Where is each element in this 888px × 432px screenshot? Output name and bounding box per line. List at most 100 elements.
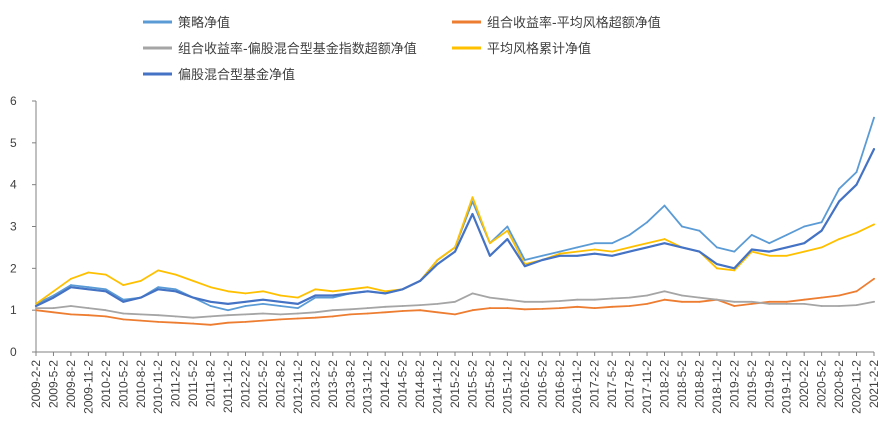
data-point (646, 221, 648, 224)
data-point (52, 307, 55, 309)
data-point (558, 252, 561, 255)
data-point (157, 320, 160, 323)
data-point (663, 238, 666, 240)
x-tick-label: 2015-11-2 (500, 360, 514, 414)
data-point (715, 267, 718, 270)
data-point (70, 277, 72, 280)
series-3 (35, 196, 875, 305)
legend-label: 组合收益率-平均风格超额净值 (487, 15, 661, 31)
data-point (52, 294, 55, 297)
data-point (209, 305, 212, 307)
x-tick-label: 2011-8-2 (204, 360, 218, 407)
x-tick-label: 2014-2-2 (378, 360, 392, 408)
x-tick-label: 2015-5-2 (465, 360, 479, 408)
data-point (227, 314, 229, 317)
x-tick-label: 2014-8-2 (413, 360, 427, 408)
x-tick-label: 2016-2-2 (518, 360, 532, 408)
x-tick-label: 2010-2-2 (99, 360, 113, 408)
data-point (296, 296, 299, 299)
data-point (87, 307, 90, 309)
data-point (419, 309, 421, 312)
data-point (35, 305, 37, 307)
data-point (87, 288, 90, 291)
data-point (523, 308, 526, 311)
data-point (681, 225, 683, 228)
data-point (454, 300, 456, 303)
data-point (698, 300, 701, 303)
data-point (733, 269, 736, 272)
data-point (174, 315, 177, 318)
data-point (820, 305, 823, 307)
data-point (523, 300, 526, 303)
x-tick-label: 2012-11-2 (291, 360, 305, 414)
data-point (331, 315, 334, 318)
data-point (244, 313, 247, 316)
legend-item-avg-style-excess: 组合收益率-平均风格超额净值 (452, 15, 661, 31)
data-point (192, 316, 195, 319)
x-tick-label: 2018-2-2 (658, 360, 672, 408)
data-point (209, 315, 212, 318)
data-point (331, 309, 334, 312)
data-point (768, 302, 771, 305)
data-point (855, 290, 858, 293)
x-tick-label: 2013-2-2 (308, 360, 322, 408)
x-tick-label: 2011-11-2 (221, 360, 235, 413)
data-point (593, 242, 596, 245)
data-point (366, 290, 369, 293)
data-point (715, 246, 718, 249)
x-tick-label: 2016-8-2 (553, 360, 567, 408)
data-point (401, 310, 404, 312)
data-point (122, 300, 125, 303)
data-point (471, 213, 474, 215)
data-point (384, 311, 387, 314)
data-point (349, 308, 352, 311)
data-point (628, 250, 631, 253)
x-tick-label: 2015-2-2 (448, 360, 462, 408)
data-point (314, 288, 317, 291)
data-point (296, 302, 299, 305)
data-point (227, 290, 229, 293)
data-point (593, 298, 596, 301)
data-point (70, 284, 72, 286)
legend-label: 偏股混合型基金净值 (178, 67, 295, 83)
data-point (838, 294, 840, 297)
data-point (70, 313, 72, 316)
legend-item-mixed-fund-nav: 偏股混合型基金净值 (143, 67, 295, 83)
data-point (698, 229, 701, 232)
x-tick-label: 2010-11-2 (151, 360, 165, 414)
legend-label: 策略净值 (178, 15, 230, 31)
data-point (489, 307, 491, 309)
series-4 (34, 148, 876, 308)
data-point (698, 296, 701, 299)
data-point (244, 305, 247, 307)
data-point (331, 290, 334, 293)
x-tick-label: 2011-2-2 (169, 360, 183, 407)
x-tick-label: 2019-8-2 (762, 360, 776, 408)
data-point (523, 265, 526, 268)
data-point (558, 250, 561, 253)
x-tick-label: 2021-2-2 (867, 360, 881, 408)
data-point (855, 304, 858, 307)
data-point (576, 246, 579, 249)
data-point (750, 233, 753, 236)
y-tick-label: 6 (10, 94, 17, 108)
x-tick-label: 2019-2-2 (727, 360, 741, 408)
data-point (541, 259, 544, 261)
x-tick-label: 2009-2-2 (29, 360, 43, 408)
data-point (611, 250, 614, 253)
data-point (838, 200, 840, 203)
data-point (803, 298, 806, 301)
data-point (35, 307, 37, 309)
data-point (733, 300, 736, 303)
data-point (401, 288, 404, 291)
data-point (681, 246, 683, 249)
data-point (349, 292, 352, 295)
x-tick-label: 2017-2-2 (588, 360, 602, 408)
data-point (122, 318, 125, 321)
y-tick-label: 3 (10, 220, 17, 234)
data-point (489, 254, 491, 257)
data-point (628, 233, 631, 236)
data-point (489, 296, 491, 299)
data-point (174, 321, 177, 324)
data-point (750, 302, 753, 305)
